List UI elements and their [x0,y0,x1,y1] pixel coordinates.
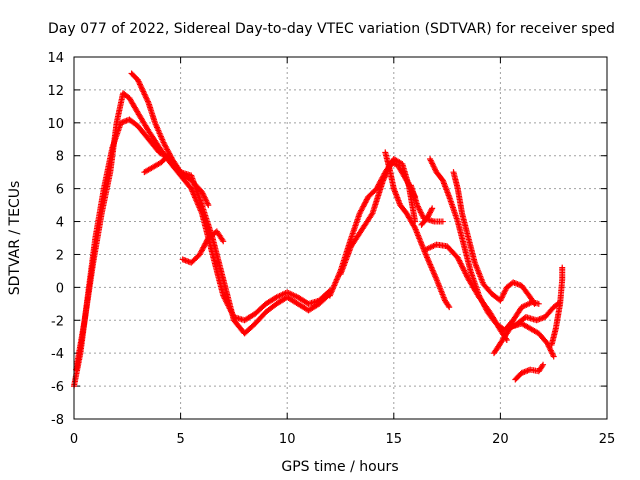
data-point [205,202,212,209]
x-axis-label: GPS time / hours [281,459,398,475]
series-track-12 [427,156,542,334]
data-point [164,152,171,159]
data-point [540,361,547,368]
x-tick-label: 25 [599,432,616,447]
series-track-8 [382,149,453,311]
y-tick-label: -8 [51,413,64,428]
y-tick-label: -4 [51,347,64,362]
data-point [428,206,435,213]
y-tick-label: 8 [56,150,64,165]
data-point [411,223,418,230]
x-tick-label: 15 [386,432,403,447]
series-track-15 [505,299,564,332]
series-track-10 [418,205,436,228]
data-point [380,177,387,184]
data-point [380,176,387,183]
grid [74,57,607,419]
plot-frame [73,56,608,420]
y-tick-label: 10 [47,117,64,132]
data-point [382,173,389,180]
y-tick-label: 12 [47,84,64,99]
x-tick-label: 0 [70,432,78,447]
data-point [439,218,446,225]
series-track-16 [512,361,547,383]
y-tick-label: -2 [51,314,64,329]
y-tick-label: 6 [56,183,64,198]
x-tick-label: 5 [176,432,184,447]
data-point [382,171,389,178]
data-point [539,363,546,370]
x-tick-label: 20 [492,432,509,447]
series-track-5 [179,228,227,266]
data-point [446,304,453,311]
data-point [550,353,557,360]
data-point [163,153,170,160]
data-point [381,174,388,181]
data-point [559,264,566,271]
series-track-7 [337,159,419,278]
series-track-17 [548,264,566,348]
y-tick-label: 2 [56,248,64,263]
data-point [429,205,436,212]
data-point [445,302,452,309]
data-point [530,299,537,306]
series-track-4 [141,152,171,176]
y-tick-label: 0 [56,281,64,296]
series-track-9 [407,182,446,225]
series-track-3 [128,70,212,209]
series-track-13 [450,169,538,307]
data-point [531,300,538,307]
chart-title: Day 077 of 2022, Sidereal Day-to-day VTE… [48,21,615,37]
data-point [368,211,375,218]
x-tick-label: 10 [279,432,296,447]
data-point [220,238,227,245]
y-tick-label: -6 [51,380,64,395]
y-axis-label: SDTVAR / TECUs [7,181,23,296]
data-points [71,70,566,390]
y-tick-label: 14 [47,51,64,66]
series-track-2 [73,90,333,373]
axis-ticks: 0 5 10 15 20 25 -8 -6 -4 -2 0 2 4 6 8 10 12 14 [47,51,615,447]
y-tick-label: 4 [56,216,64,231]
